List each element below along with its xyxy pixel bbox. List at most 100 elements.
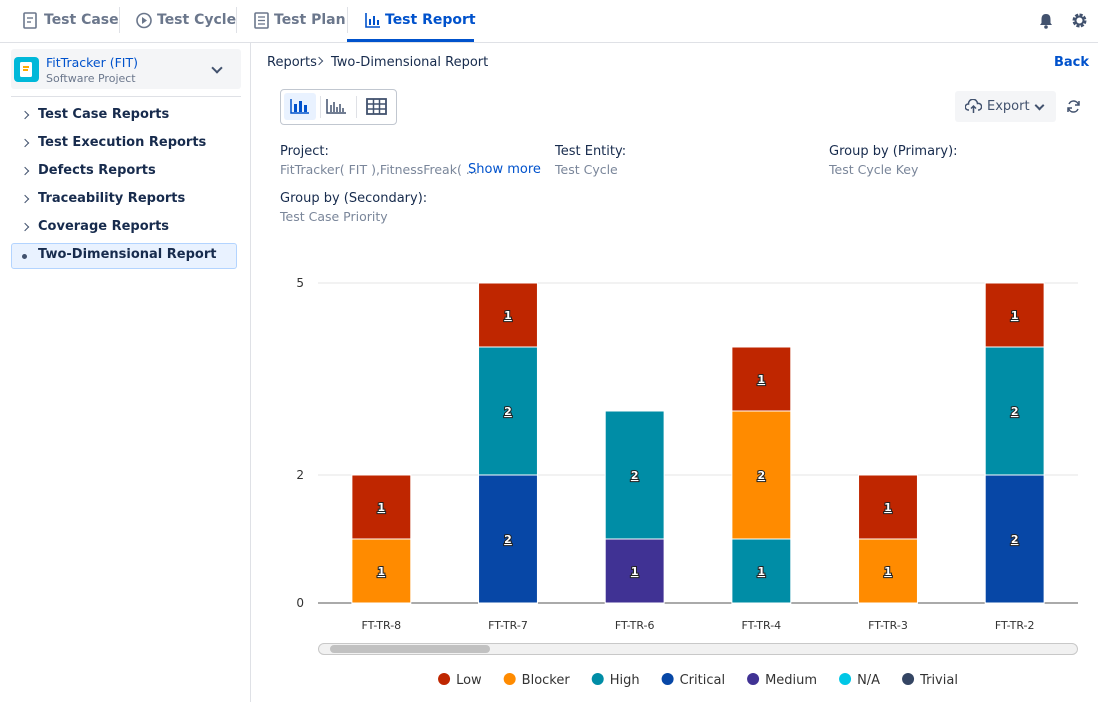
y-tick-label: 0: [296, 596, 304, 610]
legend-swatch: [438, 673, 451, 685]
show-more[interactable]: Show more: [468, 162, 541, 177]
bar-segment: [604, 410, 665, 540]
legend-label: Critical: [680, 673, 725, 688]
data-label: 1: [758, 373, 766, 386]
data-label: 1: [378, 501, 386, 514]
project-name: FitTracker (FIT): [46, 55, 138, 70]
scrollbar-track[interactable]: [318, 643, 1078, 655]
bar-segment: [351, 474, 412, 540]
filter-value: Test Cycle Key: [829, 162, 919, 177]
refresh[interactable]: [1066, 99, 1081, 114]
legend-swatch: [503, 673, 516, 685]
x-tick-label: FT-TR-7: [488, 619, 528, 632]
x-tick-label: FT-TR-2: [995, 619, 1035, 632]
legend-swatch: [747, 673, 760, 685]
tab[interactable]: Test Case: [44, 12, 119, 28]
back-link[interactable]: Back: [1053, 55, 1089, 70]
settings[interactable]: [1070, 11, 1089, 30]
bar-segment: [478, 346, 538, 476]
separator: [356, 96, 357, 118]
data-label: 1: [758, 565, 766, 578]
scrollbar-thumb[interactable]: [330, 645, 490, 653]
legend-swatch: [839, 673, 852, 685]
legend-label: Blocker: [522, 673, 571, 688]
tab-icon: [365, 13, 380, 28]
tab-icon: [254, 12, 269, 29]
bar-segment: [984, 282, 1045, 348]
project-card[interactable]: [11, 49, 241, 89]
filter-label: Group by (Secondary):: [280, 191, 428, 206]
x-tick-label: FT-TR-4: [741, 619, 781, 632]
filter-label: Test Entity:: [555, 144, 627, 159]
breadcrumb-current: Two-Dimensional Report: [331, 55, 489, 70]
legend: Low Blocker High Critical Medium N/A Trivial: [438, 673, 958, 688]
data-label: 2: [504, 405, 512, 418]
bar-segment: [858, 474, 918, 540]
export-button[interactable]: [955, 91, 1056, 122]
filter-value: Test Cycle: [555, 162, 618, 177]
filter-label: Project:: [280, 144, 329, 159]
separator: [320, 96, 321, 118]
data-label: 2: [758, 469, 766, 482]
stacked-chart-icon: [290, 99, 309, 114]
x-tick-label: FT-TR-6: [615, 619, 655, 632]
bar-segment: [984, 474, 1045, 604]
view-toggle: [280, 89, 397, 125]
tab[interactable]: Test Cycle: [157, 12, 237, 28]
sidebar: [0, 43, 251, 702]
nav-item[interactable]: Defects Reports: [38, 163, 156, 178]
legend-label: Trivial: [919, 673, 958, 688]
nav-item[interactable]: Coverage Reports: [38, 219, 170, 234]
bar-segment: [604, 538, 665, 604]
chart: 0 2 5 FT-TR-8 1 1 FT-TR-7 2 2 1 FT-TR-6 1 2 FT-TR-4 1 2…: [296, 276, 1078, 688]
selected-item-bg: [11, 243, 237, 269]
export-label: Export: [987, 99, 1030, 114]
data-label: 2: [504, 533, 512, 546]
x-tick-label: FT-TR-8: [361, 619, 401, 632]
tab[interactable]: Test Report: [385, 12, 476, 28]
legend-label: N/A: [857, 673, 880, 688]
data-label: 2: [631, 469, 639, 482]
bar-segment: [478, 282, 538, 348]
table-icon[interactable]: [366, 98, 387, 115]
active-indicator: [347, 39, 474, 42]
legend-label: High: [610, 673, 640, 688]
nav-item[interactable]: Traceability Reports: [38, 191, 186, 206]
nav-item[interactable]: Test Case Reports: [38, 107, 170, 122]
bar-segment: [984, 346, 1045, 476]
nav-item[interactable]: Two-Dimensional Report: [38, 247, 217, 262]
export-icon: [965, 99, 982, 113]
nav-item[interactable]: Test Execution Reports: [38, 135, 207, 150]
grouped-chart-icon[interactable]: [326, 98, 347, 115]
project-icon: [14, 57, 39, 82]
separator: [236, 7, 237, 33]
data-label: 1: [884, 565, 892, 578]
divider: [11, 96, 241, 97]
tab-icon: [136, 12, 152, 29]
tab[interactable]: Test Plan: [274, 12, 346, 28]
legend-swatch: [591, 673, 604, 685]
data-label: 1: [631, 565, 639, 578]
project-type: Software Project: [46, 72, 136, 85]
bullet: [22, 254, 27, 259]
top-nav: [0, 0, 1098, 43]
legend-swatch: [661, 673, 674, 685]
separator: [119, 7, 120, 33]
bar-segment: [731, 346, 792, 412]
data-label: 1: [884, 501, 892, 514]
data-label: 2: [1011, 533, 1019, 546]
breadcrumb[interactable]: Reports: [267, 55, 317, 70]
x-tick-label: FT-TR-3: [868, 619, 908, 632]
data-label: 2: [1011, 405, 1019, 418]
separator: [347, 7, 348, 33]
data-label: 1: [1011, 309, 1019, 322]
tab-icon: [23, 12, 37, 29]
legend-swatch: [902, 673, 915, 685]
bar-segment: [731, 538, 792, 604]
data-label: 1: [504, 309, 512, 322]
bar-segment: [478, 474, 538, 604]
y-tick-label: 5: [296, 276, 304, 290]
y-tick-label: 2: [296, 468, 304, 482]
notifications[interactable]: [1037, 12, 1055, 30]
